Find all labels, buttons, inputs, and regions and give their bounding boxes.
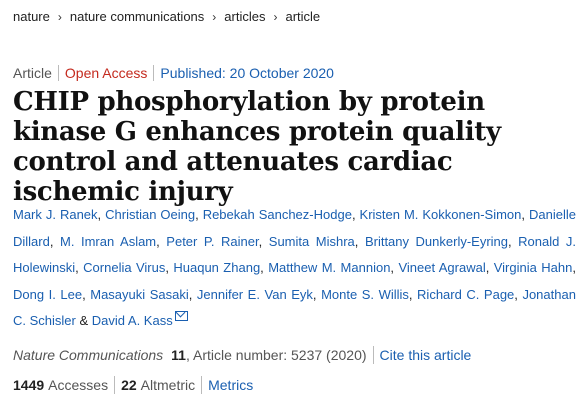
chevron-right-icon: › (212, 9, 217, 24)
divider (153, 65, 155, 81)
breadcrumb-current-article: article (285, 9, 321, 24)
author-link[interactable]: Monte S. Willis (321, 286, 409, 302)
article-metrics: 1449 Accesses 22 Altmetric Metrics (13, 376, 253, 394)
breadcrumb-articles[interactable]: articles (224, 9, 266, 24)
author-link[interactable]: Dong I. Lee (13, 286, 83, 302)
chevron-right-icon: › (273, 9, 278, 24)
breadcrumb-nature-communications[interactable]: nature communications (69, 9, 205, 24)
author-list: Mark J. Ranek, Christian Oeing, Rebekah … (13, 207, 577, 329)
author-link[interactable]: Virginia Hahn (493, 260, 573, 275)
author-link[interactable]: Sumita Mishra (268, 233, 355, 249)
author-link[interactable]: Danielle Dillard (13, 207, 576, 249)
author-link[interactable]: Cornelia Virus (83, 260, 166, 275)
accesses-label: Accesses (48, 377, 109, 393)
author-link[interactable]: Matthew M. Mannion (268, 260, 391, 275)
envelope-icon[interactable] (174, 311, 188, 321)
author-link[interactable]: M. Imran Aslam (60, 233, 157, 249)
published-date: Published: 20 October 2020 (160, 65, 334, 81)
article-number: , Article number: 5237 (2020) (185, 347, 367, 363)
breadcrumb: nature › nature communications › article… (13, 9, 320, 24)
author-link[interactable]: Huaqun Zhang (173, 260, 261, 275)
cite-this-article-link[interactable]: Cite this article (379, 347, 472, 363)
author-link[interactable]: Rebekah Sanchez-Hodge (202, 207, 352, 222)
altmetric-score: 22 (121, 377, 137, 393)
chevron-right-icon: › (57, 9, 62, 24)
divider (114, 376, 116, 394)
author-link[interactable]: Jonathan C. Schisler (13, 286, 576, 329)
author-link[interactable]: Masayuki Sasaki (90, 286, 189, 302)
divider (372, 346, 374, 364)
author-link[interactable]: David A. Kass (91, 313, 173, 328)
author-separator: & (75, 313, 92, 328)
author-link[interactable]: Brittany Dunkerly-Eyring (364, 233, 509, 249)
article-meta: Article Open Access Published: 20 Octobe… (13, 65, 334, 81)
author-link[interactable]: Vineet Agrawal (398, 260, 486, 275)
volume-number: 11 (171, 347, 186, 363)
journal-name: Nature Communications (13, 347, 164, 363)
citation-line: Nature Communications 11 , Article numbe… (13, 346, 471, 364)
author-link[interactable]: Christian Oeing (105, 207, 196, 222)
metrics-link[interactable]: Metrics (208, 377, 254, 393)
breadcrumb-nature[interactable]: nature (13, 9, 50, 24)
altmetric-label: Altmetric (140, 377, 196, 393)
author-link[interactable]: Peter P. Rainer (166, 233, 259, 249)
divider (57, 65, 59, 81)
article-type: Article (13, 65, 52, 81)
open-access-label: Open Access (64, 65, 148, 81)
article-title: CHIP phosphorylation by protein kinase G… (13, 87, 501, 207)
divider (201, 376, 203, 394)
author-link[interactable]: Ronald J. Holewinski (13, 233, 577, 276)
author-link[interactable]: Kristen M. Kokkonen-Simon (359, 207, 522, 222)
author-link[interactable]: Jennifer E. Van Eyk (196, 286, 313, 302)
author-link[interactable]: Richard C. Page (417, 286, 515, 302)
author-link[interactable]: Mark J. Ranek (13, 207, 98, 222)
accesses-count: 1449 (13, 377, 45, 393)
